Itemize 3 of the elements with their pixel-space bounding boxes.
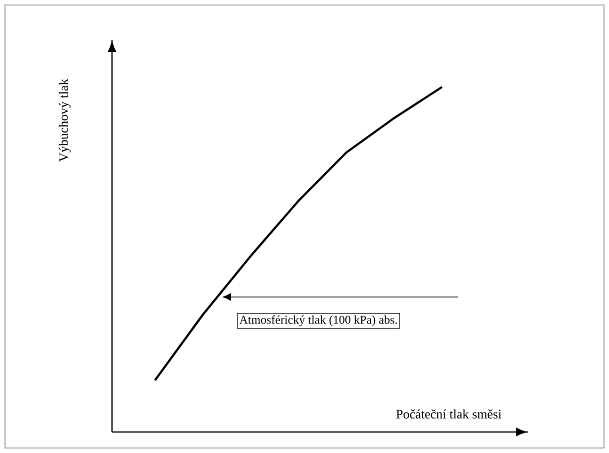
x-axis-title: Počáteční tlak směsi — [396, 409, 502, 418]
y-axis-title: Výbuchový tlak — [58, 78, 71, 162]
annotation: Atmosférický tlak (100 kPa) abs. — [239, 315, 397, 326]
